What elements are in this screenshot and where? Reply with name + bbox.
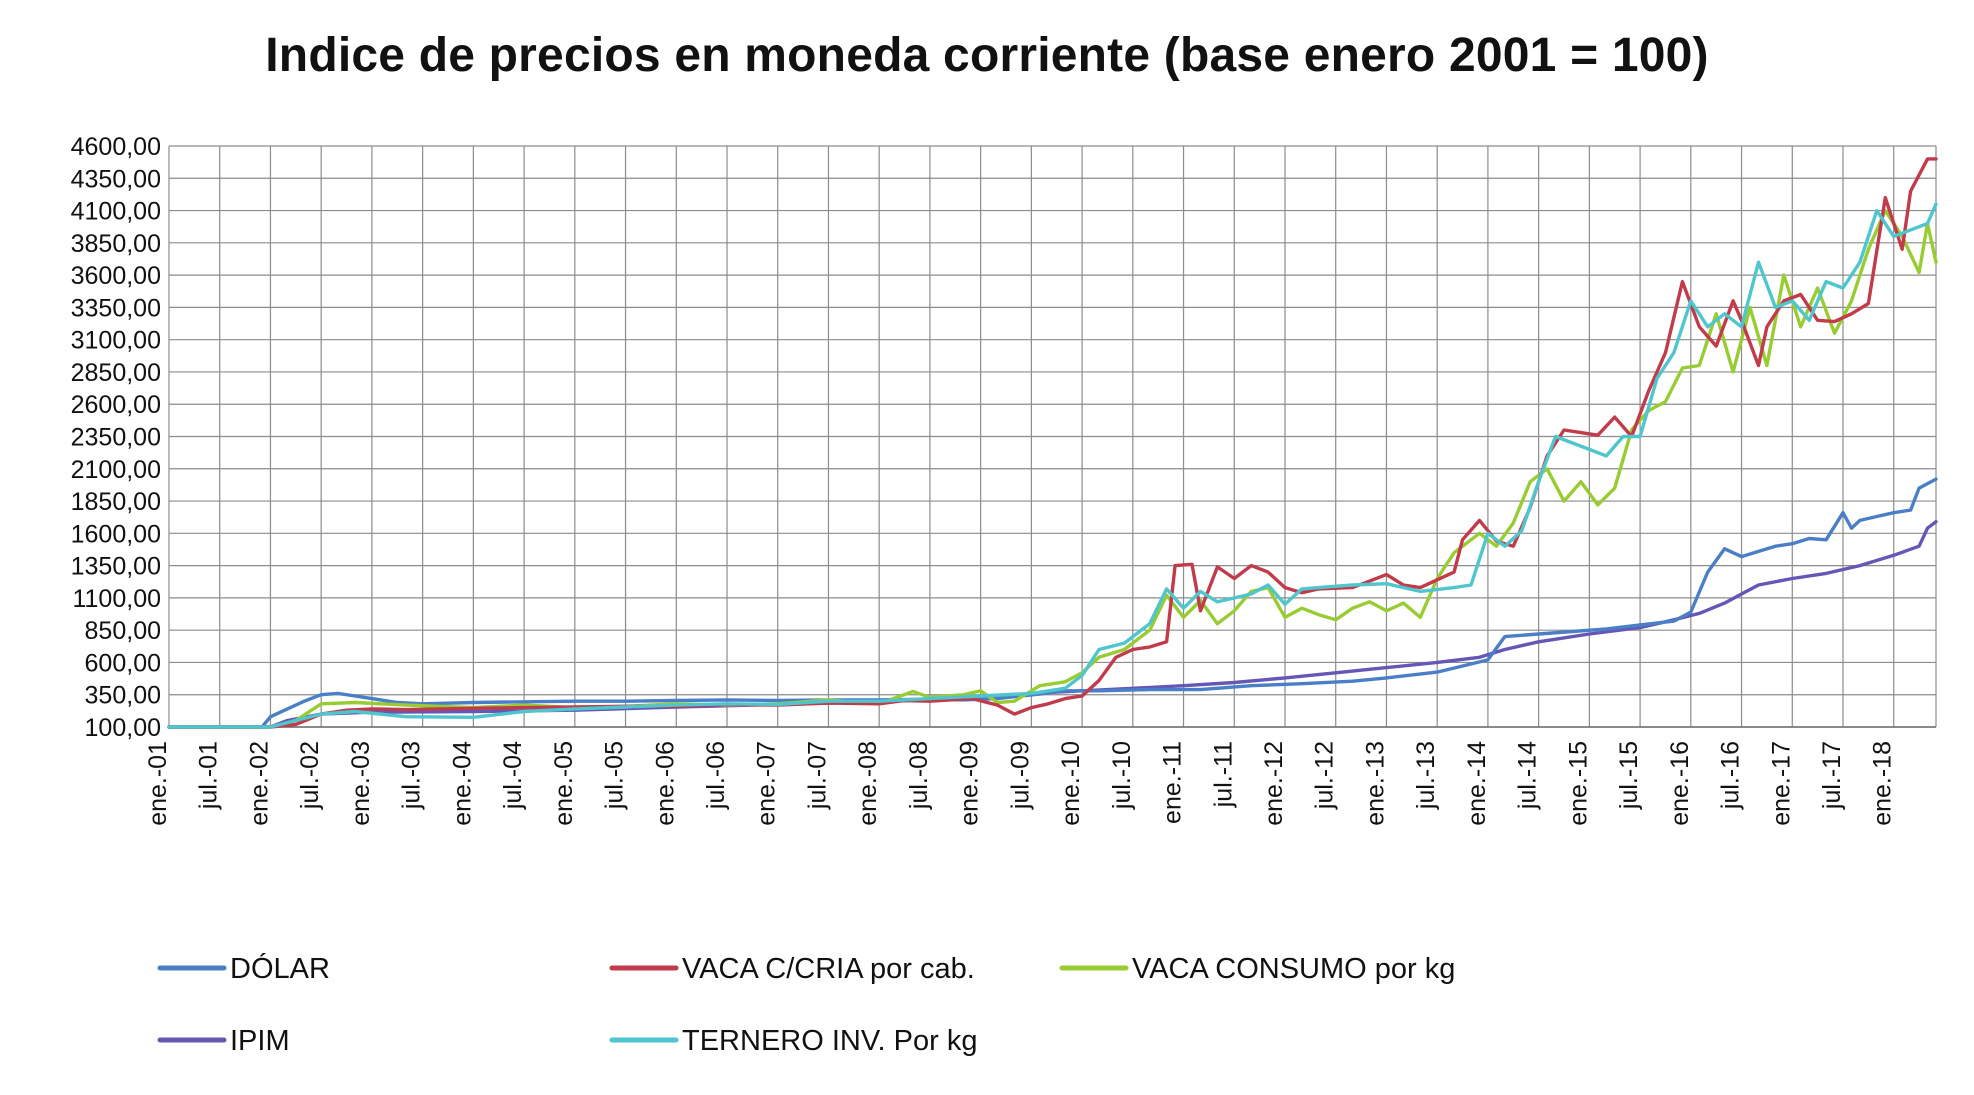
x-tick-label: ene.-04 xyxy=(448,741,476,826)
series-line-vaca-c-cria-por-cab xyxy=(167,157,1938,729)
x-tick-label: ene.-10 xyxy=(1057,741,1085,826)
legend-item: VACA CONSUMO por kg xyxy=(1059,953,1455,985)
x-tick-label: ene.-17 xyxy=(1767,741,1795,826)
x-tick-label: jul.-07 xyxy=(803,741,831,810)
legend-item: DÓLAR xyxy=(157,952,330,985)
x-tick-label: jul.-10 xyxy=(1108,741,1136,810)
legend-label: VACA C/CRIA por cab. xyxy=(682,953,975,985)
legend-label: IPIM xyxy=(230,1025,290,1057)
y-tick-label: 3850,00 xyxy=(71,230,161,258)
x-tick-label: ene.-02 xyxy=(245,741,273,826)
y-tick-label: 4600,00 xyxy=(71,133,161,161)
legend-label: DÓLAR xyxy=(230,952,330,985)
y-tick-label: 1350,00 xyxy=(71,553,161,581)
x-tick-label: ene.-14 xyxy=(1463,741,1491,826)
x-tick-label: ene.-01 xyxy=(144,741,172,826)
x-tick-label: ene.-13 xyxy=(1361,741,1389,826)
x-tick-label: jul.-11 xyxy=(1209,741,1237,808)
x-tick-label: jul.-14 xyxy=(1514,741,1542,810)
y-tick-label: 850,00 xyxy=(85,617,161,645)
y-tick-label: 4350,00 xyxy=(71,165,161,193)
axes: 100,00 350,00 600,00 850,00 1100,00 1350,00 16… xyxy=(71,133,1936,826)
x-tick-label: ene.-08 xyxy=(854,741,882,826)
x-tick-label: jul.-03 xyxy=(398,741,426,810)
x-tick-label: ene.-11 xyxy=(1159,741,1187,824)
x-tick-label: ene.-03 xyxy=(347,741,375,826)
legend-item: TERNERO INV. Por kg xyxy=(609,1025,977,1057)
x-tick-label: jul.-16 xyxy=(1717,741,1745,810)
x-tick-label: jul.-09 xyxy=(1006,741,1034,810)
x-tick-label: jul.-04 xyxy=(499,741,527,810)
y-tick-label: 1600,00 xyxy=(71,520,161,548)
x-tick-label: ene.-06 xyxy=(651,741,679,826)
x-tick-label: jul.-17 xyxy=(1818,741,1846,810)
series-lines xyxy=(167,157,1938,729)
x-tick-label: jul.-08 xyxy=(905,741,933,810)
y-tick-label: 3100,00 xyxy=(71,327,161,355)
x-tick-label: ene.-07 xyxy=(753,741,781,826)
y-tick-label: 2100,00 xyxy=(71,456,161,484)
y-tick-label: 3350,00 xyxy=(71,294,161,322)
legend: DÓLAR VACA C/CRIA por cab. VACA CONSUMO po… xyxy=(157,952,1455,1057)
y-tick-label: 600,00 xyxy=(85,649,161,677)
x-tick-label: ene.-12 xyxy=(1260,741,1288,826)
x-tick-label: ene.-05 xyxy=(550,741,578,826)
x-tick-label: jul.-05 xyxy=(601,741,629,810)
y-tick-label: 3600,00 xyxy=(71,262,161,290)
legend-label: VACA CONSUMO por kg xyxy=(1132,953,1455,985)
x-tick-label: jul.-12 xyxy=(1311,741,1339,810)
x-tick-label: ene.-18 xyxy=(1869,741,1897,826)
series-line-ternero-inv-por-kg xyxy=(167,202,1938,729)
y-tick-label: 1850,00 xyxy=(71,488,161,516)
grid xyxy=(168,145,1937,728)
chart-title: Indice de precios en moneda corriente (b… xyxy=(265,29,1709,82)
series-line-ipim xyxy=(167,520,1938,729)
x-tick-label: jul.-15 xyxy=(1615,741,1643,810)
y-tick-label: 350,00 xyxy=(85,682,161,710)
x-tick-label: ene.-16 xyxy=(1666,741,1694,826)
x-tick-label: ene.-09 xyxy=(956,741,984,826)
y-tick-label: 100,00 xyxy=(85,714,161,742)
legend-item: VACA C/CRIA por cab. xyxy=(609,953,975,985)
x-tick-label: ene.-15 xyxy=(1564,741,1592,826)
y-tick-label: 2350,00 xyxy=(71,424,161,452)
x-tick-label: jul.-13 xyxy=(1412,741,1440,810)
y-tick-label: 2600,00 xyxy=(71,391,161,419)
x-tick-label: jul.-02 xyxy=(296,741,324,810)
legend-label: TERNERO INV. Por kg xyxy=(682,1025,977,1057)
series-line-d-lar xyxy=(167,477,1938,729)
y-tick-label: 2850,00 xyxy=(71,359,161,387)
legend-item: IPIM xyxy=(157,1025,290,1057)
x-tick-label: jul.-01 xyxy=(195,741,223,810)
y-tick-label: 1100,00 xyxy=(72,585,161,613)
x-tick-label: jul.-06 xyxy=(702,741,730,810)
y-tick-label: 4100,00 xyxy=(71,198,161,226)
